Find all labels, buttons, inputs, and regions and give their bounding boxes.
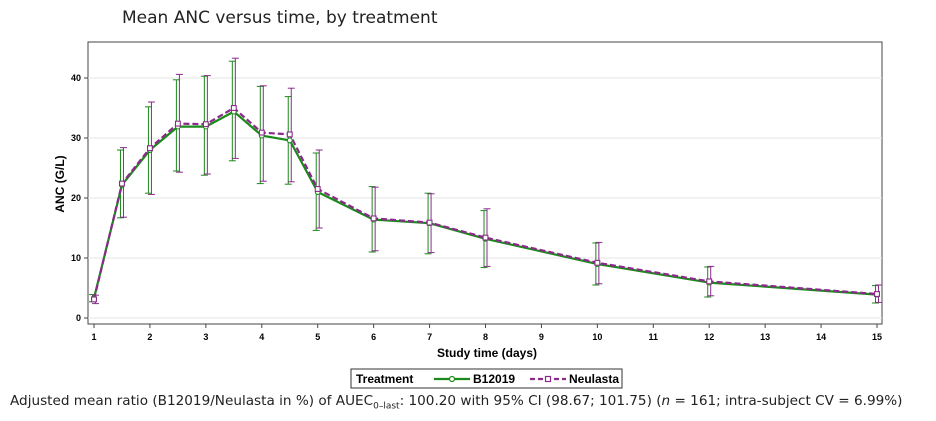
x-tick-label-5: 5 xyxy=(315,332,320,342)
x-tick-label-4: 4 xyxy=(259,332,264,342)
legend-marker-neulasta xyxy=(544,375,552,383)
y-tick-label-10: 10 xyxy=(71,253,81,263)
x-tick-label-15: 15 xyxy=(872,332,882,342)
x-tick-label-14: 14 xyxy=(816,332,826,342)
footnote: Adjusted mean ratio (B12019/Neulasta in … xyxy=(10,393,902,412)
x-tick-label-9: 9 xyxy=(539,332,544,342)
legend-box xyxy=(350,368,623,389)
x-tick-label-10: 10 xyxy=(592,332,602,342)
footnote-prefix: Adjusted mean ratio (B12019/Neulasta in … xyxy=(10,393,374,409)
x-tick-label-7: 7 xyxy=(427,332,432,342)
point-neulasta-0 xyxy=(91,296,97,303)
point-b12019-7 xyxy=(286,137,293,144)
plot-frame xyxy=(87,41,883,325)
legend-title: Treatment xyxy=(356,372,413,386)
x-tick-label-12: 12 xyxy=(704,332,714,342)
legend-entry-b12019: B12019 xyxy=(473,372,515,386)
point-neulasta-10 xyxy=(426,219,433,226)
x-tick-label-8: 8 xyxy=(483,332,488,342)
footnote-stats: : 100.20 with 95% CI (98.67; 101.75) ( xyxy=(399,393,662,409)
y-axis-label: ANC (G/L) xyxy=(53,155,67,212)
point-neulasta-11 xyxy=(482,234,489,241)
legend-entry-neulasta: Neulasta xyxy=(569,372,619,386)
footnote-stats-end: = 161; intra-subject CV = 6.99%) xyxy=(670,393,903,409)
point-neulasta-6 xyxy=(258,129,265,136)
y-axis-ticks: 0 10 20 30 40 xyxy=(71,73,88,323)
series-markers xyxy=(91,105,880,303)
point-neulasta-8 xyxy=(314,186,321,192)
point-neulasta-4 xyxy=(202,121,209,128)
point-neulasta-14 xyxy=(874,291,880,297)
footnote-n: n xyxy=(661,393,671,409)
x-axis-label: Study time (days) xyxy=(437,346,537,360)
gridlines xyxy=(88,77,882,319)
x-tick-label-11: 11 xyxy=(649,332,659,342)
x-tick-label-3: 3 xyxy=(203,332,208,342)
x-tick-label-2: 2 xyxy=(147,332,152,342)
y-tick-label-40: 40 xyxy=(71,73,81,83)
x-tick-label-6: 6 xyxy=(371,332,376,342)
legend-marker-b12019 xyxy=(448,375,456,383)
point-neulasta-3 xyxy=(174,120,181,127)
legend: Treatment B12019 Neulasta xyxy=(350,368,623,389)
x-axis-ticks: 1 2 3 4 5 6 7 8 9 10 11 12 13 14 15 xyxy=(91,324,882,342)
footnote-subscript: 0–last xyxy=(373,401,400,412)
x-tick-label-13: 13 xyxy=(760,332,770,342)
chart-title: Mean ANC versus time, by treatment xyxy=(122,8,438,28)
y-tick-label-0: 0 xyxy=(76,313,81,323)
x-tick-label-1: 1 xyxy=(91,332,96,342)
y-tick-label-20: 20 xyxy=(71,193,81,203)
point-neulasta-1 xyxy=(119,180,125,187)
point-neulasta-2 xyxy=(146,145,153,152)
point-neulasta-13 xyxy=(706,278,713,285)
y-tick-label-30: 30 xyxy=(71,133,81,143)
point-neulasta-12 xyxy=(594,259,601,266)
point-neulasta-7 xyxy=(286,131,293,138)
point-neulasta-9 xyxy=(370,215,377,222)
point-neulasta-5 xyxy=(230,105,237,111)
